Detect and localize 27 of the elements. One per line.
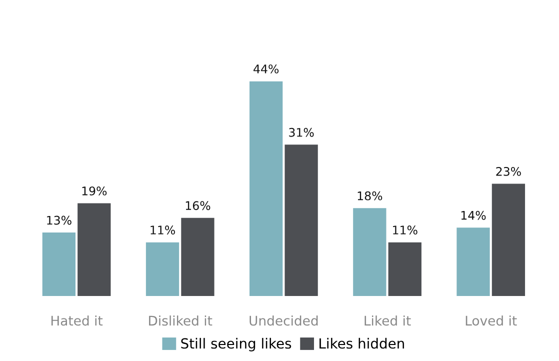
x-tick-label: Hated it	[51, 315, 103, 326]
bar	[284, 144, 318, 296]
bar	[388, 242, 422, 296]
data-label: 11%	[150, 226, 175, 234]
data-label: 16%	[186, 201, 210, 210]
bar	[181, 218, 214, 296]
data-label: 13%	[47, 216, 72, 225]
legend-label: Likes hidden	[320, 338, 404, 349]
bar	[78, 203, 111, 296]
data-label: 11%	[393, 226, 418, 234]
data-label: 44%	[254, 64, 279, 74]
bar	[250, 81, 283, 296]
bar	[42, 232, 76, 296]
data-label: 19%	[82, 186, 107, 196]
bar	[456, 228, 490, 296]
bar	[492, 184, 526, 296]
data-label: 18%	[358, 191, 382, 200]
x-tick-label: Loved it	[466, 315, 517, 326]
bar	[353, 208, 386, 296]
x-tick-label: Undecided	[250, 315, 318, 326]
data-label: 14%	[461, 210, 486, 220]
data-label: 23%	[496, 166, 521, 176]
legend-label: Still seeing likes	[181, 338, 292, 352]
bar	[146, 242, 180, 296]
x-tick-label: Disliked it	[149, 315, 212, 326]
x-tick-label: Liked it	[364, 315, 411, 326]
data-label: 31%	[289, 128, 314, 137]
